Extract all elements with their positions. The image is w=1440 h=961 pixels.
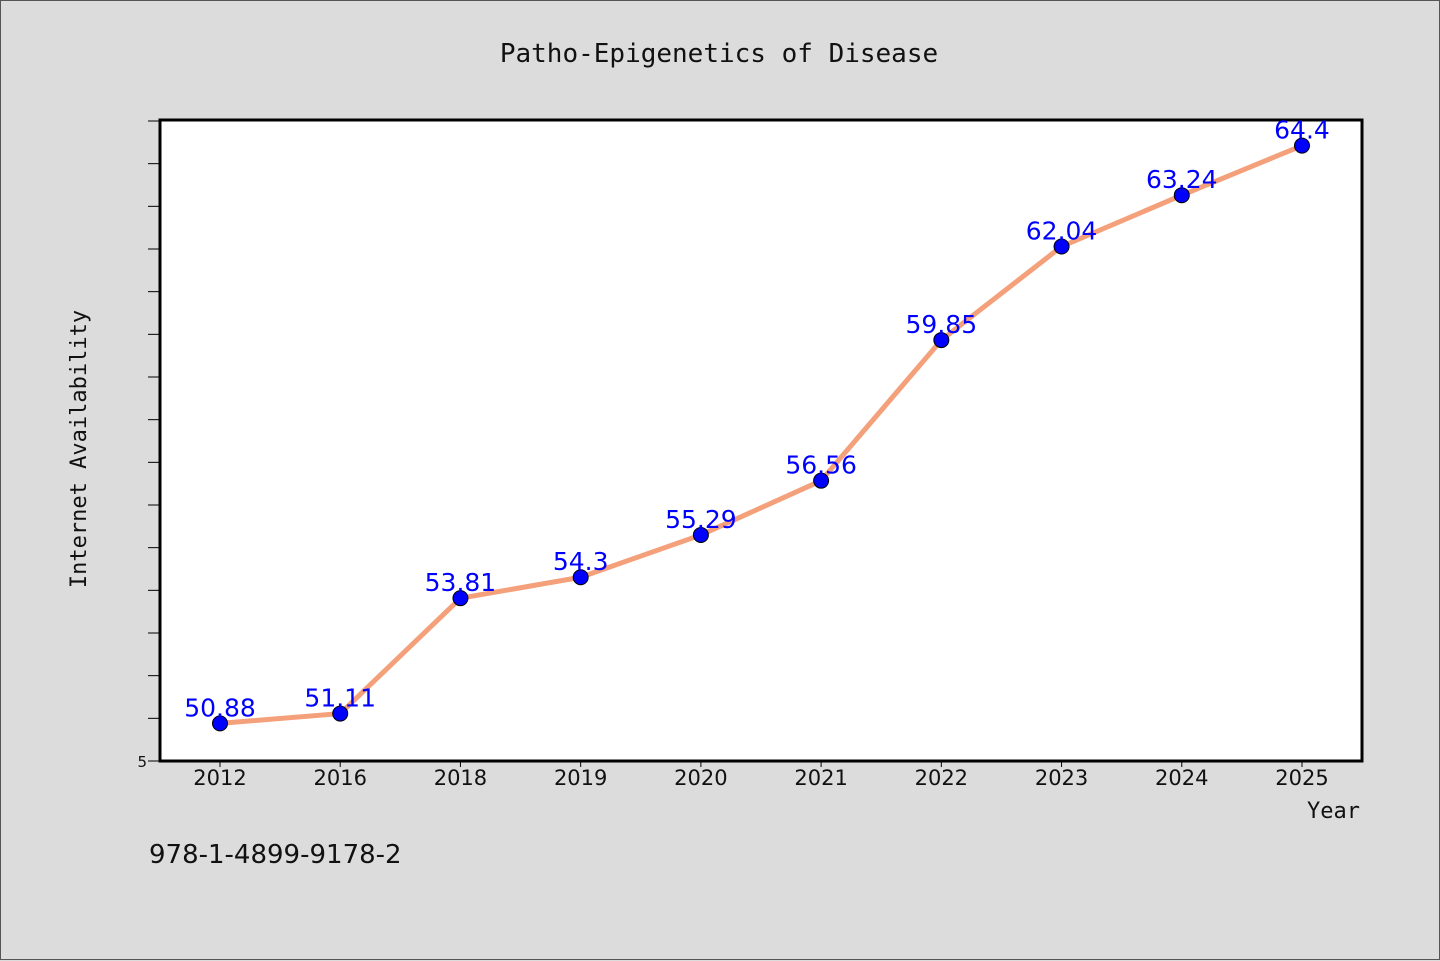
x-axis-ticks: 2012 2016 2018 2019 2020 2021 2022 2023 2024 2025 — [193, 761, 1329, 790]
x-axis-label: Year — [1307, 799, 1360, 824]
data-label: 53.81 — [425, 568, 497, 597]
x-tick-label: 2024 — [1155, 766, 1208, 790]
data-label: 63.24 — [1146, 165, 1218, 194]
data-point — [692, 526, 709, 543]
data-label: 62.04 — [1026, 216, 1098, 245]
data-point — [1173, 187, 1190, 204]
x-tick-label: 2018 — [434, 766, 487, 790]
series-layer: 50.88 51.11 53.81 54.3 55.29 56.56 59.85 62.04 6… — [184, 116, 1330, 732]
data-label: 51.11 — [304, 684, 376, 713]
x-tick-label: 2023 — [1035, 766, 1088, 790]
data-label: 55.29 — [665, 505, 737, 534]
data-point — [212, 715, 228, 732]
data-point — [572, 569, 589, 586]
data-label: 59.85 — [906, 310, 978, 339]
x-tick-label: 2019 — [554, 766, 607, 790]
data-point — [933, 332, 950, 349]
x-tick-label: 2022 — [915, 766, 968, 790]
x-tick-label: 2016 — [313, 766, 366, 790]
x-tick-label: 2020 — [674, 766, 727, 790]
data-label: 50.88 — [184, 693, 256, 722]
data-point — [1294, 137, 1310, 154]
plot-area — [158, 118, 1364, 763]
series-line — [217, 143, 1305, 726]
data-point — [332, 705, 349, 722]
x-tick-label: 2021 — [794, 766, 847, 790]
y-axis-label: Internet Availability — [67, 310, 92, 588]
data-point — [1053, 238, 1070, 255]
x-tick-label: 2025 — [1275, 766, 1328, 790]
y-axis-ticks: 5 — [137, 120, 160, 771]
data-label: 64.4 — [1274, 116, 1330, 145]
data-point — [452, 590, 469, 607]
data-point — [813, 472, 830, 489]
y-tick-label: 5 — [137, 753, 147, 771]
data-label: 54.3 — [553, 547, 609, 576]
data-label: 56.56 — [785, 451, 857, 480]
isbn-footer: 978-1-4899-9178-2 — [149, 840, 402, 870]
x-tick-label: 2012 — [193, 766, 246, 790]
chart-title: Patho-Epigenetics of Disease — [500, 39, 938, 69]
